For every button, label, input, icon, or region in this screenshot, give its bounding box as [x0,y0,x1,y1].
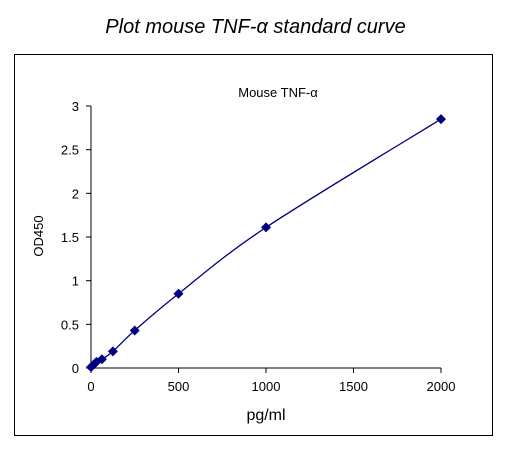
curve-layer [90,118,442,368]
x-axis-label: pg/ml [246,407,285,424]
chart-title: Mouse TNF-α [238,85,318,100]
y-tick-label: 2.5 [61,143,79,158]
y-tick-label: 0.5 [61,317,79,332]
data-point [96,354,107,365]
y-tick-label: 2 [72,186,79,201]
y-tick-label: 3 [72,99,79,114]
y-tick-label: 1 [72,274,79,289]
data-point [107,346,118,357]
x-tick-label: 0 [87,379,94,394]
axes [90,106,441,369]
x-tick-label: 2000 [427,379,456,394]
x-tick-label: 500 [168,379,190,394]
y-tick-label: 0 [72,361,79,376]
axis-ticks: 0 0.5 1 1.5 2 2.5 3 0 500 1000 1500 2000 [61,99,456,394]
data-point [436,114,446,125]
data-point [261,222,271,233]
y-tick-label: 1.5 [61,230,79,245]
y-axis-label: OD450 [31,215,46,256]
x-tick-label: 1500 [339,379,368,394]
marker-layer [86,114,446,373]
page-heading: Plot mouse TNF-α standard curve [105,16,406,38]
x-tick-label: 1000 [252,379,281,394]
data-point [173,288,184,299]
data-point [129,325,140,336]
fitted-curve [90,118,442,368]
chart-frame [14,54,493,436]
